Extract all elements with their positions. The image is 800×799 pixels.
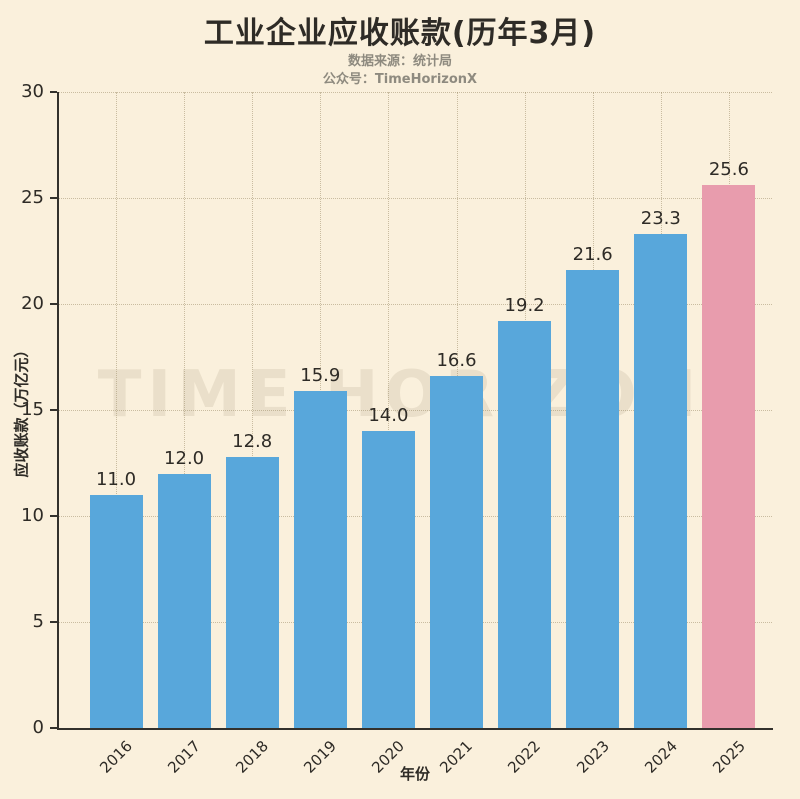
x-axis-title: 年份 (399, 765, 430, 783)
bar-value-label: 19.2 (504, 294, 545, 316)
account-subtitle: 公众号：TimeHorizonX (322, 72, 478, 87)
x-tick-label: 2024 (640, 737, 681, 777)
x-gridline (252, 92, 254, 728)
y-tick-mark (50, 621, 57, 623)
x-axis-spine (57, 728, 773, 730)
y-tick-mark (50, 727, 57, 729)
bar-value-label: 21.6 (572, 244, 613, 266)
bar-2016 (89, 494, 143, 728)
y-tick-mark (50, 303, 57, 305)
bar-2017 (157, 473, 211, 728)
x-tick-label: 2017 (164, 737, 204, 777)
x-gridline (184, 92, 186, 728)
bar-2021 (430, 376, 483, 728)
y-gridline (58, 304, 772, 305)
y-tick-mark (50, 409, 57, 411)
x-gridline (116, 92, 117, 728)
y-gridline (58, 92, 772, 93)
chart-title: 工业企业应收账款(历年3月) (203, 16, 597, 51)
y-axis-spine (57, 92, 59, 730)
y-tick-label: 25 (21, 187, 44, 208)
bar-2018 (225, 456, 279, 728)
y-tick-label: 10 (21, 505, 44, 526)
x-tick-label: 2022 (504, 737, 545, 777)
x-tick-label: 2016 (95, 737, 136, 777)
x-tick-label: 2023 (572, 737, 613, 777)
y-tick-mark (50, 197, 57, 199)
bar-2020 (361, 431, 415, 728)
bar-value-label: 12.0 (164, 447, 205, 469)
y-tick-label: 15 (21, 399, 44, 420)
y-gridline (58, 516, 772, 517)
bar-value-label: 12.8 (232, 430, 273, 452)
x-gridline (388, 92, 390, 728)
bar-2023 (566, 270, 620, 728)
bar-value-label: 11.0 (95, 468, 137, 490)
x-tick-label: 2021 (436, 737, 477, 777)
bar-value-label: 25.6 (708, 159, 749, 181)
x-tick-label: 2018 (232, 737, 272, 777)
bar-value-label: 16.6 (436, 350, 477, 372)
y-tick-label: 5 (32, 611, 44, 632)
y-tick-label: 30 (21, 81, 44, 102)
x-tick-label: 2020 (368, 737, 409, 777)
y-tick-label: 20 (21, 293, 44, 314)
y-gridline (58, 622, 772, 623)
y-tick-mark (50, 515, 57, 517)
bar-value-label: 14.0 (368, 405, 409, 427)
bar-2024 (634, 234, 688, 728)
y-gridline (58, 410, 772, 411)
bar-2019 (293, 390, 347, 728)
x-tick-label: 2025 (708, 737, 749, 777)
bar-value-label: 23.3 (640, 208, 681, 230)
bar-value-label: 15.9 (300, 364, 341, 386)
y-tick-label: 0 (32, 717, 44, 738)
y-tick-mark (50, 91, 57, 93)
bar-2022 (498, 320, 552, 728)
y-gridline (58, 198, 772, 199)
x-tick-label: 2019 (300, 737, 341, 777)
data-source-subtitle: 数据来源：统计局 (347, 54, 452, 69)
bar-2025 (702, 185, 756, 728)
